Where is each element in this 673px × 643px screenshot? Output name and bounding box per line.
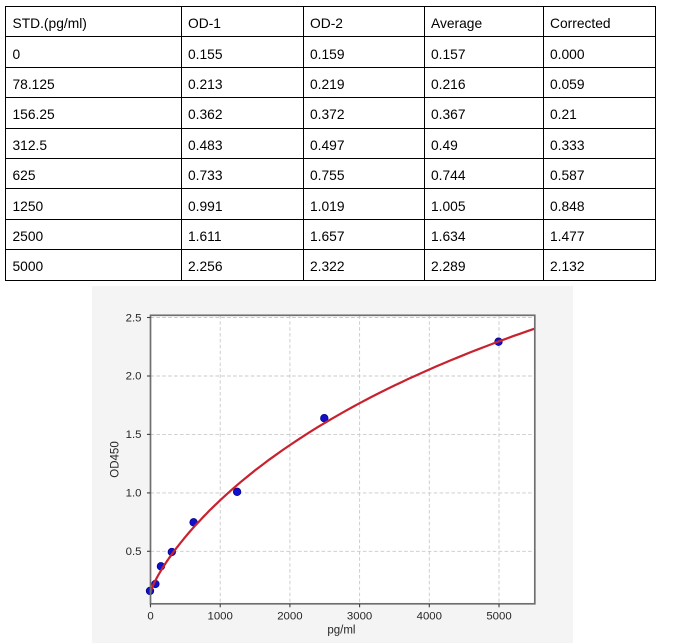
svg-text:OD450: OD450 <box>110 441 122 477</box>
svg-text:0.5: 0.5 <box>126 546 142 558</box>
svg-text:pg/ml: pg/ml <box>328 624 356 636</box>
svg-text:2.0: 2.0 <box>126 370 142 382</box>
svg-text:5000: 5000 <box>487 610 512 622</box>
svg-text:3000: 3000 <box>347 610 372 622</box>
svg-text:2000: 2000 <box>278 610 303 622</box>
svg-text:0: 0 <box>148 610 154 622</box>
svg-text:1000: 1000 <box>208 610 233 622</box>
svg-text:1.5: 1.5 <box>126 429 142 441</box>
svg-text:2.5: 2.5 <box>126 312 142 324</box>
svg-text:4000: 4000 <box>417 610 442 622</box>
svg-text:1.0: 1.0 <box>126 487 142 499</box>
